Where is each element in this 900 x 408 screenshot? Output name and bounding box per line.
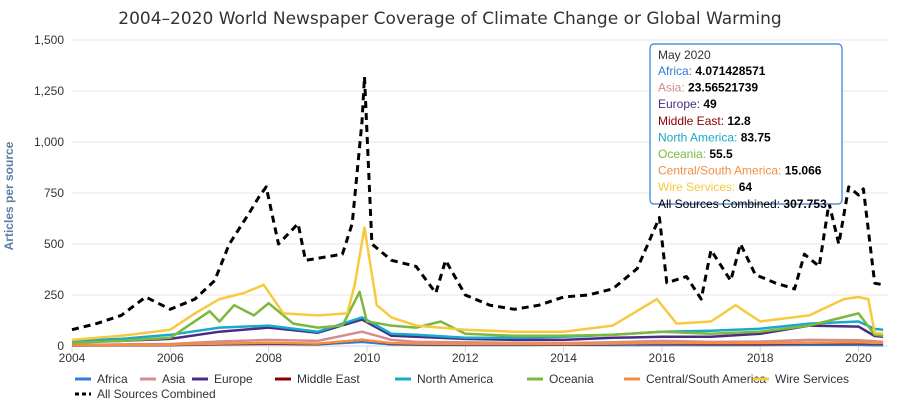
- tooltip-item: Middle East: 12.8: [658, 114, 751, 128]
- tooltip-item-value: 64: [739, 180, 753, 194]
- tooltip-item: Oceania: 55.5: [658, 147, 733, 161]
- tooltip-item: Europe: 49: [658, 97, 717, 111]
- tooltip-box: [649, 43, 843, 205]
- tooltip-item-value: 12.8: [727, 114, 751, 128]
- legend-item-label: Oceania: [549, 372, 594, 386]
- tooltip-item: Africa: 4.071428571: [658, 64, 766, 78]
- x-tick-label: 2006: [157, 351, 184, 365]
- x-tick-label: 2008: [255, 351, 282, 365]
- tooltip-item-name: All Sources Combined:: [658, 197, 783, 211]
- x-tick-label: 2004: [59, 351, 86, 365]
- tooltip-item-value: 23.56521739: [688, 81, 758, 95]
- chart-title: 2004–2020 World Newspaper Coverage of Cl…: [118, 9, 781, 29]
- tooltip-item-name: Asia:: [658, 81, 688, 95]
- legend-item-label: Wire Services: [775, 372, 849, 386]
- tooltip: May 2020 Africa: 4.071428571 Asia: 23.5652…: [649, 43, 843, 211]
- series-lines: [71, 75, 884, 347]
- x-tick-label: 2016: [649, 351, 676, 365]
- tooltip-item-value: 49: [703, 97, 717, 111]
- series-line-wire-services: [71, 226, 884, 342]
- tooltip-item-value: 55.5: [709, 147, 733, 161]
- tooltip-item-name: Middle East:: [658, 114, 727, 128]
- tooltip-item: Wire Services: 64: [658, 180, 752, 194]
- legend-item-label: Asia: [162, 372, 186, 386]
- y-axis-label: Articles per source: [2, 141, 16, 250]
- tooltip-item: Asia: 23.56521739: [658, 81, 758, 95]
- tooltip-item-value: 307.753: [783, 197, 827, 211]
- legend-item-label: North America: [417, 372, 493, 386]
- tooltip-item-name: Wire Services:: [658, 180, 739, 194]
- x-tick-label: 2014: [550, 351, 577, 365]
- legend-item-label: Central/South America: [646, 372, 766, 386]
- x-tick-label: 2012: [452, 351, 479, 365]
- y-tick-label: 1,250: [34, 84, 64, 98]
- tooltip-item-name: Oceania:: [658, 147, 709, 161]
- grid: [72, 39, 888, 296]
- tooltip-item-name: Africa:: [658, 64, 695, 78]
- y-tick-label: 750: [44, 186, 64, 200]
- series-line-oceania: [71, 290, 884, 345]
- tooltip-item-name: Central/South America:: [658, 164, 785, 178]
- legend-item-label: Africa: [97, 372, 128, 386]
- series-line-central-south-america: [71, 338, 884, 347]
- legend-item-label: All Sources Combined: [97, 387, 216, 401]
- tooltip-item-name: North America:: [658, 130, 741, 144]
- tooltip-item-value: 15.066: [785, 164, 822, 178]
- y-tick-label: 1,500: [34, 33, 64, 47]
- x-tick-label: 2020: [845, 351, 872, 365]
- legend-item-label: Europe: [214, 372, 253, 386]
- axes: 0 250 500 750 1,000 1,250 1,500 2004 2006 2008 201…: [34, 33, 888, 365]
- y-tick-label: 500: [44, 237, 64, 251]
- legend: Africa Asia Europe Middle East North America…: [75, 372, 849, 401]
- tooltip-date: May 2020: [658, 48, 711, 62]
- y-tick-label: 1,000: [34, 135, 64, 149]
- legend-item-label: Middle East: [297, 372, 360, 386]
- y-tick-label: 0: [57, 339, 64, 353]
- tooltip-item-name: Europe:: [658, 97, 703, 111]
- x-tick-label: 2018: [747, 351, 774, 365]
- tooltip-item: North America: 83.75: [658, 130, 771, 144]
- series-line-north-america: [71, 316, 884, 343]
- series-line-all-sources-combined: [71, 75, 884, 332]
- x-tick-label: 2010: [354, 351, 381, 365]
- tooltip-item-value: 4.071428571: [695, 64, 765, 78]
- y-tick-label: 250: [44, 288, 64, 302]
- tooltip-item: All Sources Combined: 307.753: [658, 197, 827, 211]
- tooltip-item-value: 83.75: [741, 130, 771, 144]
- series-line-asia: [71, 330, 884, 347]
- tooltip-item: Central/South America: 15.066: [658, 164, 822, 178]
